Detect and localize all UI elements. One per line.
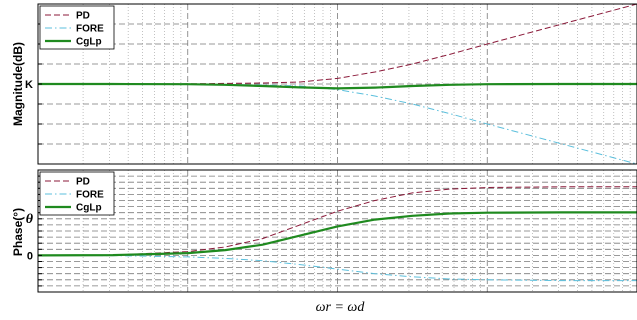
magnitude-panel: K Magnitude(dB) PD FORE CgLp bbox=[11, 3, 637, 165]
y-tick-label: 0 bbox=[27, 250, 33, 262]
magnitude-axis-label: Magnitude(dB) bbox=[11, 42, 25, 126]
magnitude-legend: PD FORE CgLp bbox=[39, 5, 115, 50]
legend-label-fore: FORE bbox=[76, 24, 104, 35]
x-axis-label: ωr = ωd bbox=[316, 300, 366, 315]
phase-series bbox=[37, 186, 637, 282]
magnitude-yticks: K bbox=[25, 3, 42, 165]
legend-label-pd: PD bbox=[76, 177, 90, 188]
legend-label-fore: FORE bbox=[76, 190, 104, 201]
series-line-pd bbox=[37, 186, 637, 256]
legend-label-cglp: CgLp bbox=[76, 37, 102, 48]
series-line-cglp bbox=[37, 211, 637, 257]
y-tick-label: K bbox=[25, 79, 33, 91]
magnitude-series bbox=[38, 3, 637, 165]
phase-axis-label: Phase(°) bbox=[11, 208, 25, 256]
legend-label-pd: PD bbox=[76, 11, 90, 22]
phase-grid bbox=[37, 169, 637, 292]
phase-legend: PD FORE CgLp bbox=[39, 171, 115, 216]
series-line-fore bbox=[37, 254, 637, 282]
y-tick-label: θ bbox=[26, 212, 34, 227]
series-line-cglp bbox=[38, 82, 637, 90]
phase-yticks: 0θ bbox=[26, 169, 42, 287]
legend-label-cglp: CgLp bbox=[76, 203, 102, 214]
